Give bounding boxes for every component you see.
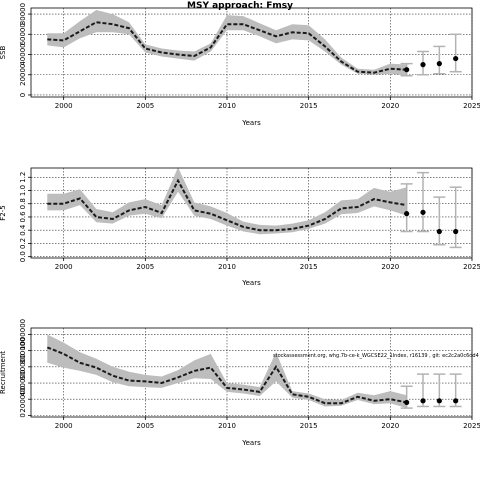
- panels: 2000 2005 2010 2015 2020 20250200004000060000…: [0, 3, 480, 447]
- projection-2022: [417, 171, 429, 233]
- projection-2024: [449, 373, 462, 408]
- x-tick-label: 2000: [55, 263, 73, 271]
- panel-1: 2000 2005 2010 2015 2020 2025 0 200004000060000…: [0, 3, 480, 127]
- x-tick-label: 2025: [463, 263, 480, 271]
- confidence-band: [47, 167, 407, 235]
- projection-point: [420, 62, 426, 68]
- projection-2021: [400, 62, 413, 77]
- y-tick-label: 60000: [19, 23, 27, 45]
- y-tick-label: 1.2: [19, 172, 27, 183]
- y-axis-title: F2-5: [0, 205, 7, 220]
- panel-2: 2000 2005 2010 2015 2020 2025 0.0 0.2 0.40.6 0.8 1…: [0, 167, 480, 287]
- projection-2023: [433, 45, 446, 75]
- projection-point: [436, 398, 442, 404]
- x-tick-label: 2020: [381, 102, 399, 110]
- projection-point: [453, 398, 459, 404]
- plot-frame: [30, 167, 473, 259]
- x-tick-label: 2015: [300, 102, 318, 110]
- plot-frame: [30, 327, 473, 418]
- x-tick-label: 2005: [136, 263, 154, 271]
- y-tick-label: 1000000: [19, 319, 27, 350]
- median-line: [47, 21, 407, 74]
- projection-2022: [417, 50, 429, 76]
- x-axis-title: Years: [241, 279, 261, 287]
- y-tick-label: 80000: [19, 3, 27, 25]
- x-tick-label: 2015: [300, 422, 318, 430]
- x-axis-title: Years: [241, 439, 261, 447]
- y-tick-label: 40000: [19, 43, 27, 65]
- projection-point: [420, 209, 426, 215]
- y-tick-label: 0.6: [19, 211, 27, 223]
- x-tick-label: 2010: [218, 263, 236, 271]
- projection-2024: [449, 186, 462, 249]
- x-tick-label: 2010: [218, 102, 236, 110]
- projection-2024: [449, 33, 462, 73]
- figure-title: MSY approach: Fmsy: [187, 1, 293, 11]
- y-tick-label: 1.0: [19, 185, 27, 196]
- y-tick-label: 0: [19, 93, 27, 97]
- y-tick-label: 0: [19, 413, 27, 417]
- y-tick-label: 0.2: [19, 238, 27, 249]
- y-axis-title: Recruitment: [0, 351, 7, 394]
- x-tick-label: 2025: [463, 102, 480, 110]
- y-tick-label: 0.8: [19, 198, 27, 209]
- x-tick-label: 2000: [55, 422, 73, 430]
- x-tick-label: 2020: [381, 422, 399, 430]
- projection-2023: [433, 196, 446, 246]
- x-tick-label: 2005: [136, 422, 154, 430]
- y-tick-label: 600000: [19, 353, 27, 380]
- x-tick-label: 2005: [136, 102, 154, 110]
- x-tick-label: 2025: [463, 422, 480, 430]
- y-tick-label: 200000: [19, 386, 27, 413]
- panel-3: 2000 2005 2010 2015 2020 2025 0200000400000600…: [0, 319, 480, 447]
- projection-point: [453, 228, 459, 235]
- projection-2021: [400, 183, 413, 233]
- x-tick-label: 2015: [300, 263, 318, 271]
- projection-2021: [400, 385, 413, 409]
- median-line: [47, 178, 407, 232]
- y-tick-label: 0.4: [19, 224, 27, 236]
- projection-point: [404, 67, 410, 73]
- projection-point: [404, 399, 410, 406]
- stamp-annotation: stockassessment.org, whg.7b-ce-k_WGCSE22…: [273, 353, 479, 359]
- projection-point: [436, 61, 442, 67]
- y-axis-title: SSB: [0, 45, 7, 59]
- projection-point: [436, 228, 442, 235]
- median-line: [46, 346, 407, 405]
- y-tick-label: 400000: [19, 370, 27, 397]
- x-tick-label: 2020: [381, 263, 399, 271]
- x-tick-label: 2010: [218, 422, 236, 430]
- x-axis-title: Years: [241, 119, 261, 127]
- projection-point: [453, 55, 459, 62]
- y-tick-label: 0.0: [19, 251, 27, 262]
- y-tick-label: 800000: [19, 337, 27, 364]
- y-tick-label: 20000: [19, 64, 27, 86]
- projection-point: [420, 398, 426, 404]
- projection-2023: [433, 373, 446, 408]
- plot-frame: [30, 7, 473, 98]
- projection-2022: [417, 373, 429, 408]
- projection-point: [404, 211, 410, 217]
- x-tick-label: 2000: [55, 102, 73, 110]
- confidence-band: [47, 10, 407, 76]
